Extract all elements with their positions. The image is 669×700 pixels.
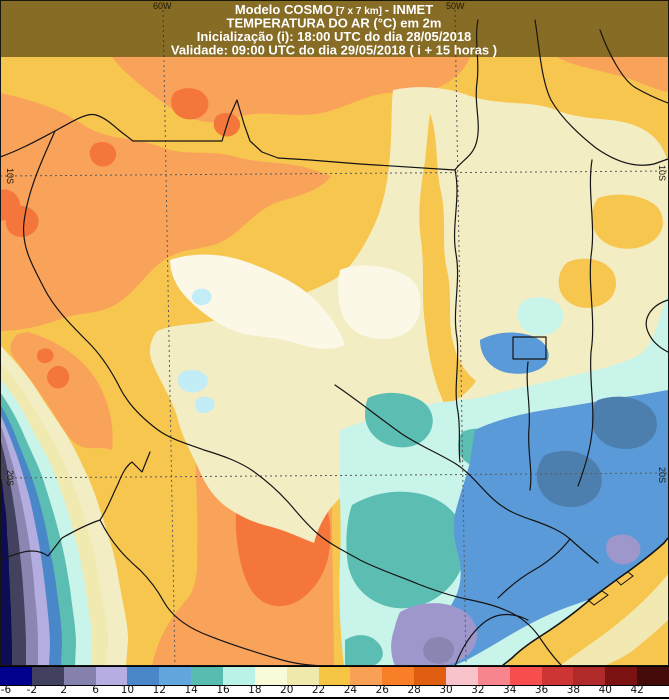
colorbar-label: 38 xyxy=(566,684,581,696)
colorbar xyxy=(0,666,669,686)
colorbar-segment xyxy=(127,667,160,685)
gridline-50w xyxy=(454,9,467,667)
gridline-10s xyxy=(0,170,669,177)
colorbar-segment xyxy=(318,667,351,685)
colorbar-label: 30 xyxy=(439,684,453,696)
graticule xyxy=(0,9,669,667)
colorbar-label: 42 xyxy=(630,684,644,696)
title-line-3: Inicialização (i): 18:00 UTC do dia 28/0… xyxy=(197,29,472,44)
colorbar-label: 40 xyxy=(598,684,612,696)
colorbar-label: 10 xyxy=(120,684,135,696)
colorbar-label: 2 xyxy=(60,684,68,696)
distrito-federal-outline xyxy=(512,336,547,360)
colorbar-label: 6 xyxy=(92,684,99,696)
colorbar-label: 18 xyxy=(248,684,262,696)
title-line-4: Validade: 09:00 UTC do dia 29/05/2018 ( … xyxy=(171,43,497,58)
map-area: 60W 50W 10S 10S 20S 20S xyxy=(0,0,669,667)
colorbar-label: 16 xyxy=(216,684,230,696)
colorbar-segment xyxy=(541,667,574,685)
colorbar-segment xyxy=(191,667,224,685)
colorbar-label: 20 xyxy=(280,684,294,696)
colorbar-segment xyxy=(446,667,478,685)
colorbar-label: -6 xyxy=(0,684,12,696)
colorbar-segment xyxy=(286,667,319,685)
colorbar-label: 28 xyxy=(407,684,421,696)
region-ocean xyxy=(501,537,669,667)
colorbar-segment xyxy=(605,667,638,685)
colorbar-segment xyxy=(254,667,287,685)
colorbar-segment xyxy=(0,667,32,685)
colorbar-segment xyxy=(95,667,128,685)
colorbar-segment xyxy=(477,667,510,685)
title-band xyxy=(0,0,669,57)
title-block: Modelo COSMO [7 x 7 km] - INMET TEMPERAT… xyxy=(171,2,497,58)
colorbar-segment xyxy=(414,667,447,685)
colorbar-segment xyxy=(637,667,669,685)
region-gold-strips xyxy=(419,113,663,405)
colorbar-segment xyxy=(31,667,64,685)
state-borders xyxy=(0,19,669,667)
label-10s-right: 10S xyxy=(657,165,667,181)
colorbar-label: 34 xyxy=(503,684,517,696)
region-near-white xyxy=(170,254,421,349)
bottom-bar xyxy=(0,697,669,699)
map-svg: 60W 50W 10S 10S 20S 20S xyxy=(0,0,669,667)
colorbar-label: 12 xyxy=(152,684,166,696)
region-cool-spots xyxy=(178,288,215,414)
colorbar-label: 36 xyxy=(534,684,549,696)
colorbar-segment xyxy=(63,667,96,685)
label-20s-left: 20S xyxy=(5,470,15,486)
title-line-2: TEMPERATURA DO AR (°C) em 2m xyxy=(227,16,442,31)
colorbar-segment xyxy=(350,667,383,685)
colorbar-label: 22 xyxy=(311,684,326,696)
colorbar-label: -2 xyxy=(26,684,38,696)
label-20s-right: 20S xyxy=(657,467,667,483)
region-andes-bands xyxy=(0,345,128,666)
coastline xyxy=(501,537,669,667)
colorbar-label: 24 xyxy=(343,684,358,696)
gridline-60w xyxy=(162,9,176,667)
colorbar-segment xyxy=(509,667,542,685)
colorbar-segment xyxy=(223,667,255,685)
colorbar-label: 32 xyxy=(471,684,485,696)
title-line-1: Modelo COSMO [7 x 7 km] - INMET xyxy=(235,2,433,17)
colorbar-label: 14 xyxy=(184,684,198,696)
gridline-20s xyxy=(0,472,669,479)
colorbar-segment xyxy=(573,667,606,685)
colorbar-labels: -6 -2 2 6 10 12 14 16 18 20 22 24 26 28 30 32 34 36 38 40 42 xyxy=(0,684,669,697)
label-10s-left: 10S xyxy=(5,168,15,184)
colorbar-segment xyxy=(382,667,415,685)
colorbar-segment xyxy=(159,667,192,685)
colorbar-label: 26 xyxy=(375,684,389,696)
